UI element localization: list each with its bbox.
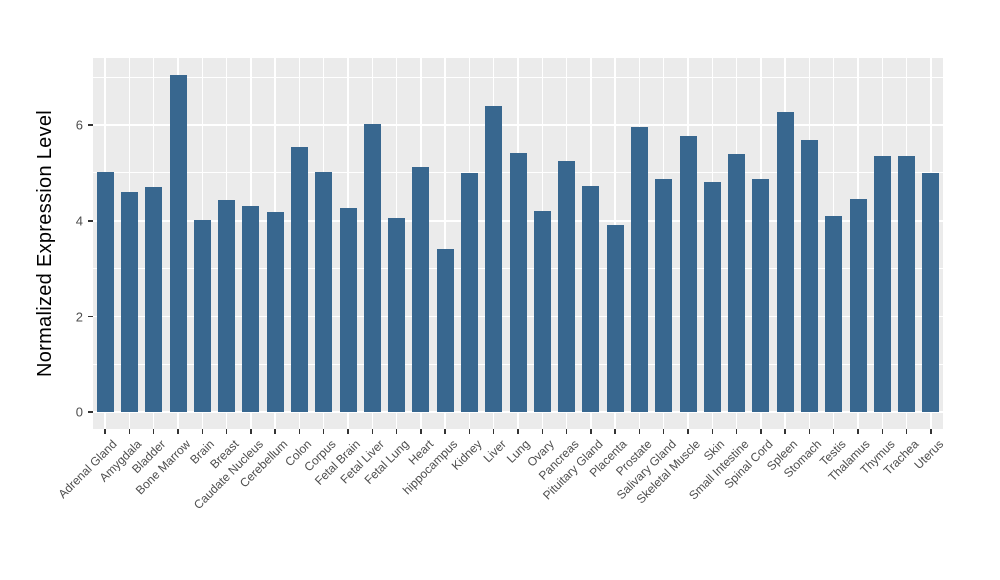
bar-caudate-nucleus [242,206,260,413]
bar-prostate [630,127,648,413]
y-tick-mark [88,411,93,413]
x-tick-mark [541,429,544,434]
bar-breast [218,199,236,413]
bar-ovary [533,211,551,413]
bar-kidney [460,172,478,413]
bar-small-intestine [728,153,746,413]
gridline-vertical [444,58,446,429]
bar-spinal-cord [752,179,770,413]
x-tick-mark [735,429,738,434]
bar-bladder [145,187,163,413]
bar-fetal-brain [339,208,357,413]
x-tick-mark [250,429,252,434]
x-tick-mark [857,429,859,434]
x-tick-mark [347,429,349,434]
x-tick-mark [177,429,179,434]
x-tick-mark [201,429,204,434]
bar-bone-marrow [169,74,187,413]
bar-fetal-liver [363,124,381,413]
x-tick-mark [905,429,908,434]
x-tick-mark [517,429,519,434]
x-tick-mark [420,429,422,434]
y-tick-label: 4 [75,213,83,229]
y-tick-label: 6 [75,117,83,133]
bar-heart [412,167,430,413]
x-tick-mark [128,429,131,434]
bar-pancreas [558,161,576,413]
y-tick-label: 0 [75,404,83,420]
x-tick-mark [711,429,714,434]
bar-liver [485,105,503,413]
bar-corpus [315,171,333,413]
x-tick-mark [930,429,932,434]
bar-thymus [873,156,891,413]
x-tick-mark [371,429,374,434]
x-tick-mark [298,429,301,434]
bar-thalamus [849,198,867,413]
bar-pituitary-gland [582,185,600,413]
x-tick-mark [662,429,665,434]
bar-skin [703,182,721,413]
bar-brain [193,219,211,413]
bar-stomach [800,140,818,413]
bar-colon [290,146,308,413]
x-tick-mark [687,429,689,434]
x-tick-mark [152,429,155,434]
bar-placenta [606,224,624,413]
x-tick-mark [492,429,495,434]
x-tick-mark [274,429,276,434]
bar-lung [509,152,527,413]
x-tick-mark [614,429,616,434]
bar-spleen [776,112,794,413]
bar-fetal-lung [388,218,406,413]
bar-skeletal-muscle [679,135,697,413]
x-tick-mark [468,429,471,434]
y-tick-mark [88,220,93,222]
bar-amygdala [120,192,138,413]
x-tick-mark [638,429,641,434]
plot-panel [93,58,943,429]
bar-adrenal-gland [96,171,114,413]
x-tick-mark [104,429,106,434]
x-tick-mark [881,429,884,434]
x-tick-mark [590,429,592,434]
y-tick-mark [88,315,93,318]
x-tick-mark [565,429,568,434]
y-axis-title-container: Normalized Expression Level [28,58,64,429]
bar-cerebellum [266,212,284,413]
bar-uterus [922,172,940,413]
x-tick-mark [832,429,835,434]
y-axis-title: Normalized Expression Level [34,109,57,378]
bar-trachea [898,156,916,413]
x-tick-label: Liver [480,437,509,466]
x-tick-mark [808,429,811,434]
x-tick-mark [395,429,398,434]
y-tick-mark [88,124,93,126]
bar-salivary-gland [655,179,673,413]
bar-hippocampus [436,248,454,413]
x-tick-mark [225,429,228,434]
x-tick-mark [322,429,325,434]
bar-testis [825,215,843,413]
x-tick-mark [444,429,446,434]
y-tick-label: 2 [75,309,83,324]
x-tick-mark [784,429,786,434]
x-tick-mark [760,429,762,434]
